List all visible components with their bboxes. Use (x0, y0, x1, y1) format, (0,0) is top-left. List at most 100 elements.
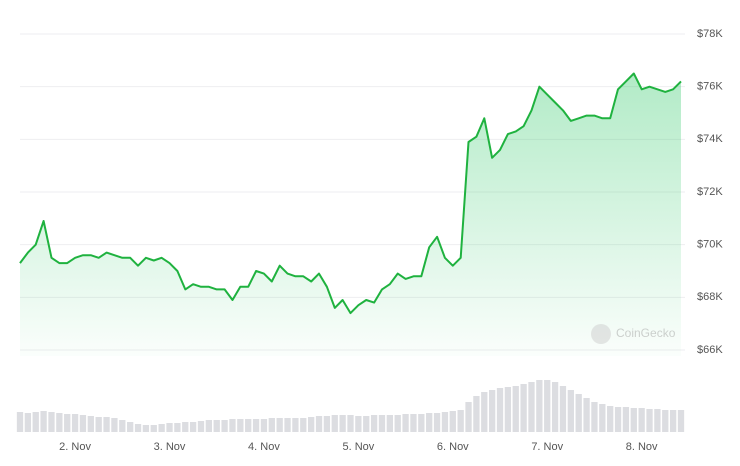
volume-bar (622, 407, 630, 432)
price-line (19, 72, 682, 315)
volume-bar (87, 416, 94, 432)
volume-bar (646, 409, 653, 432)
volume-bar (331, 415, 338, 432)
x-tick-label: 5. Nov (342, 441, 374, 453)
y-tick-label: $72K (697, 186, 723, 198)
volume-bar (16, 412, 24, 432)
volume-bar (292, 418, 299, 432)
volume-bar (370, 415, 378, 432)
volume-bar (64, 414, 71, 432)
y-tick-label: $70K (697, 239, 723, 251)
x-tick-label: 3. Nov (154, 441, 186, 453)
volume-bar (71, 414, 79, 432)
volume-bar (308, 417, 315, 432)
volume-bar (158, 424, 165, 432)
volume-bar (677, 410, 685, 432)
volume-bar (189, 422, 197, 432)
volume-bar (669, 410, 677, 432)
volume-bar (300, 418, 307, 432)
volume-bar (426, 413, 433, 432)
volume-bar (544, 380, 551, 432)
volume-bar (229, 419, 236, 432)
volume-bar (575, 394, 582, 432)
volume-bar (95, 417, 102, 432)
volume-bar (473, 396, 480, 432)
volume-bar (24, 413, 32, 432)
x-tick-label: 8. Nov (626, 441, 658, 453)
volume-bar (630, 408, 637, 432)
volume-bar (583, 398, 590, 432)
volume-bar (654, 409, 661, 432)
watermark-text: CoinGecko (616, 326, 676, 340)
volume-bar (245, 419, 252, 432)
volume-bar (166, 423, 173, 432)
volume-bar (496, 388, 504, 432)
volume-bar (662, 410, 669, 432)
x-tick-label: 4. Nov (248, 441, 280, 453)
volume-bar (347, 415, 354, 432)
volume-bar (205, 420, 213, 432)
volume-bar (559, 386, 567, 432)
volume-bar (418, 414, 425, 432)
volume-bar (433, 413, 441, 432)
volume-bar (488, 390, 496, 432)
volume-bar (355, 416, 362, 432)
volume-bar (512, 386, 519, 432)
volume-bar (441, 412, 449, 432)
volume-bar (142, 425, 150, 432)
volume-bar (284, 418, 291, 432)
volume-bar (268, 418, 275, 432)
volume-bar (339, 415, 346, 432)
volume-bar (32, 412, 39, 432)
volume-bar (79, 415, 87, 432)
volume-bar (551, 382, 559, 432)
volume-bar (103, 417, 110, 432)
volume-bar (591, 402, 598, 432)
volume-bar (528, 382, 535, 432)
volume-bar (378, 415, 386, 432)
volume-bar (638, 408, 645, 432)
area (20, 73, 681, 356)
volume-bar (40, 411, 47, 432)
volume-bar (607, 406, 614, 432)
volume-bar (567, 390, 574, 432)
volume-bar (410, 414, 417, 432)
y-tick-label: $78K (697, 28, 723, 40)
volume-bar (174, 423, 181, 432)
volume-bar (213, 420, 220, 432)
volume-bar (504, 387, 512, 432)
volume-bar (520, 384, 527, 432)
volume-bar (119, 420, 126, 432)
volume-bar (457, 410, 464, 432)
volume-bar (221, 420, 228, 432)
watermark-logo (591, 324, 611, 344)
volume-bar (237, 419, 244, 432)
volume-bar (150, 425, 157, 432)
y-tick-label: $74K (697, 133, 723, 145)
y-tick-label: $68K (697, 291, 723, 303)
volume-bar (315, 416, 323, 432)
volume-bar (48, 412, 55, 432)
volume-bar (111, 418, 118, 432)
volume-bar (260, 419, 268, 432)
volume-bar (252, 419, 260, 432)
volume-bar (134, 424, 142, 432)
volume-bar (127, 422, 134, 432)
x-tick-label: 7. Nov (531, 441, 563, 453)
volume-bar (402, 414, 409, 432)
volume-bar (394, 415, 401, 432)
volume-bar (197, 421, 205, 432)
volume-bar (276, 418, 283, 432)
volume-bar (614, 407, 622, 432)
volume-bar (323, 416, 331, 432)
y-tick-label: $76K (697, 81, 723, 93)
volume-bar (56, 413, 63, 432)
volume-bar (449, 411, 456, 432)
y-tick-label: $66K (697, 344, 723, 356)
volume-bar (182, 422, 189, 432)
watermark: CoinGecko (591, 324, 676, 344)
x-tick-label: 6. Nov (437, 441, 469, 453)
volume-bar (386, 415, 393, 432)
volume-bar (536, 380, 543, 432)
